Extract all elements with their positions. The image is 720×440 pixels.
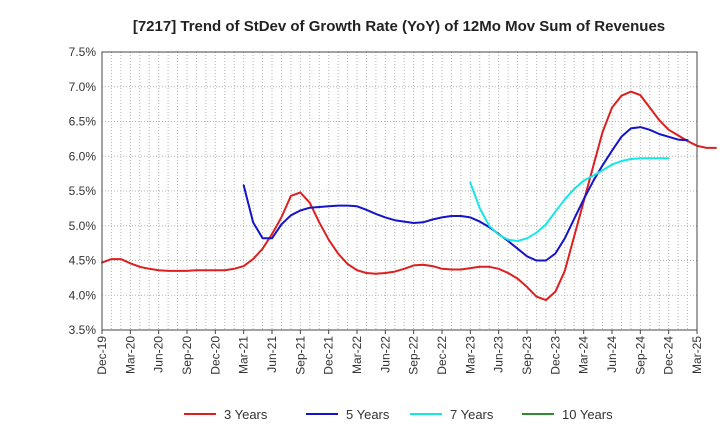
x-tick-label: Mar-25: [690, 336, 704, 374]
grid-lines: [102, 52, 697, 330]
legend-label-10-years: 10 Years: [562, 407, 613, 422]
x-tick-label: Sep-20: [180, 336, 194, 375]
plot-area-frame: [101, 51, 698, 331]
y-tick-label: 7.5%: [69, 45, 97, 59]
series-line-5-years: [242, 126, 689, 262]
y-tick-label: 7.0%: [69, 80, 97, 94]
y-tick-label: 5.5%: [69, 184, 97, 198]
legend-label-3-years: 3 Years: [224, 407, 268, 422]
series-line-7-years: [469, 157, 670, 242]
x-tick-label: Mar-22: [350, 336, 364, 374]
x-tick-label: Jun-24: [605, 336, 619, 373]
x-tick-label: Mar-20: [123, 336, 137, 374]
x-axis: Dec-19 Mar-20 Jun-20 Sep-20 Dec-20 Mar-21 Jun-…: [95, 330, 704, 375]
x-tick-label: Dec-21: [322, 336, 336, 375]
x-tick-label: Dec-24: [662, 336, 676, 375]
y-tick-label: 4.5%: [69, 254, 97, 268]
x-tick-label: Sep-22: [407, 336, 421, 375]
series-layer: [101, 90, 717, 302]
x-tick-label: Dec-20: [208, 336, 222, 375]
legend-label-5-years: 5 Years: [346, 407, 390, 422]
x-tick-label: Jun-22: [378, 336, 392, 373]
x-tick-label: Dec-19: [95, 336, 109, 375]
y-tick-label: 5.0%: [69, 219, 97, 233]
y-tick-label: 6.5%: [69, 115, 97, 129]
y-tick-label: 6.0%: [69, 149, 97, 163]
legend-label-7-years: 7 Years: [450, 407, 494, 422]
x-tick-label: Dec-23: [548, 336, 562, 375]
x-tick-label: Dec-22: [435, 336, 449, 375]
x-tick-label: Mar-21: [237, 336, 251, 374]
legend: 3 Years 5 Years 7 Years 10 Years: [184, 407, 613, 422]
x-tick-label: Mar-24: [577, 336, 591, 374]
y-tick-label: 4.0%: [69, 288, 97, 302]
y-axis: 3.5% 4.0% 4.5% 5.0% 5.5% 6.0% 6.5% 7.0% 7.5%: [69, 45, 97, 337]
x-tick-label: Jun-23: [492, 336, 506, 373]
x-tick-label: Sep-21: [293, 336, 307, 375]
x-tick-label: Sep-23: [520, 336, 534, 375]
y-tick-label: 3.5%: [69, 323, 97, 337]
x-tick-label: Jun-20: [152, 336, 166, 373]
x-tick-label: Jun-21: [265, 336, 279, 373]
x-tick-label: Sep-24: [633, 336, 647, 375]
x-tick-label: Mar-23: [463, 336, 477, 374]
chart-title: [7217] Trend of StDev of Growth Rate (Yo…: [133, 18, 665, 35]
series-line-3-years: [101, 90, 717, 302]
